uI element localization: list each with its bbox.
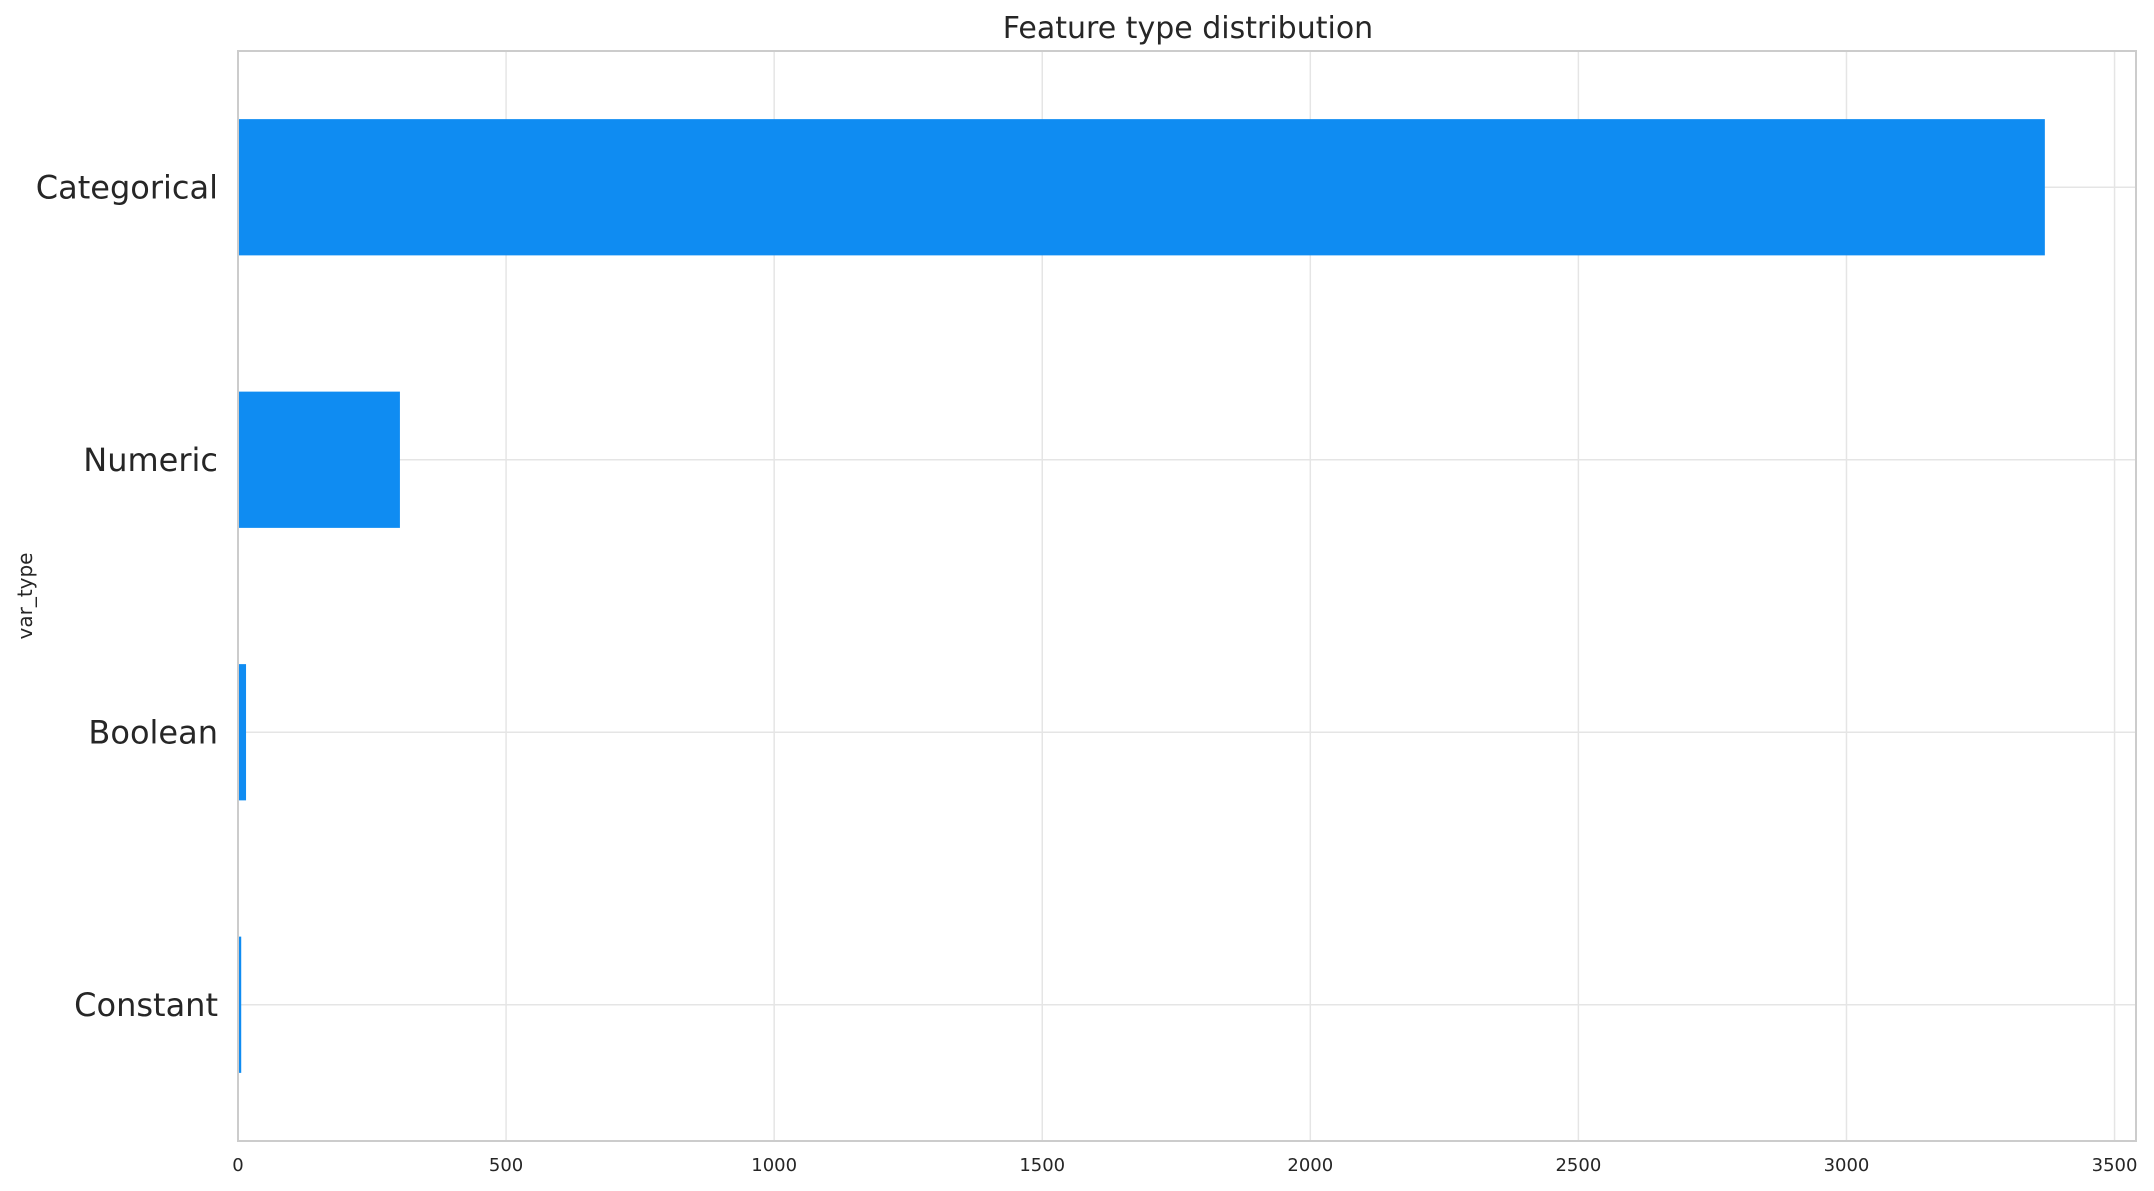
plot-frame — [237, 50, 2137, 1142]
y-tick-label-boolean: Boolean — [88, 713, 218, 751]
x-tick-label: 1500 — [1019, 1155, 1065, 1176]
bar-boolean — [238, 664, 247, 801]
x-tick-labels: 0 500 1000 1500 2000 2500 3000 3500 — [232, 1155, 2137, 1176]
y-tick-label-numeric: Numeric — [83, 441, 218, 479]
y-axis-label: var_type — [13, 553, 37, 640]
bar-categorical — [238, 119, 2045, 256]
chart-title: Feature type distribution — [1003, 11, 1373, 46]
bars-layer — [238, 119, 2045, 1073]
y-tick-labels: Categorical Numeric Boolean Constant — [36, 168, 218, 1024]
x-tick-label: 3500 — [2092, 1155, 2138, 1176]
bar-numeric — [238, 391, 400, 528]
x-tick-label: 3000 — [1824, 1155, 1870, 1176]
bar-constant — [238, 936, 242, 1073]
x-tick-label: 2500 — [1555, 1155, 1601, 1176]
x-tick-label: 2000 — [1287, 1155, 1333, 1176]
y-tick-label-categorical: Categorical — [36, 168, 218, 206]
x-tick-label: 1000 — [751, 1155, 797, 1176]
y-tick-label-constant: Constant — [74, 986, 218, 1024]
x-tick-label: 0 — [232, 1155, 243, 1176]
x-tick-label: 500 — [489, 1155, 523, 1176]
